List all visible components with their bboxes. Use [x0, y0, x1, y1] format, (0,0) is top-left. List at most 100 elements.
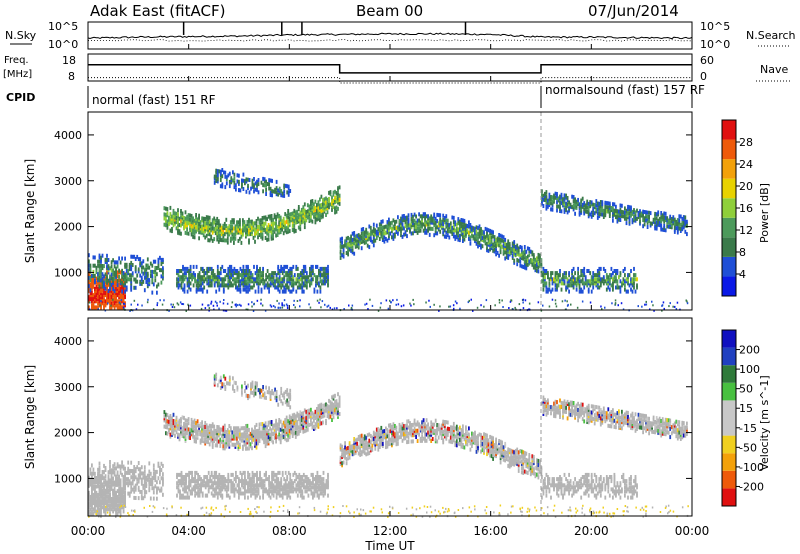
- scatter-cell: [596, 273, 599, 278]
- scatter-cell: [268, 275, 270, 280]
- scatter-cell: [106, 297, 108, 302]
- scatter-cell: [270, 234, 273, 239]
- scatter-cell: [180, 285, 183, 290]
- noise-speckle: [429, 305, 431, 308]
- scatter-cell: [303, 214, 306, 219]
- scatter-cell: [242, 269, 245, 273]
- scatter-cell: [324, 271, 326, 276]
- scatter-cell: [265, 192, 267, 196]
- scatter-cell: [287, 229, 290, 234]
- scatter-cell: [397, 227, 399, 232]
- scatter-cell: [287, 215, 290, 220]
- scatter-cell: [325, 266, 328, 271]
- scatter-cell: [419, 228, 422, 233]
- scatter-cell: [243, 434, 246, 439]
- scatter-cell: [643, 218, 646, 223]
- scatter-cell: [175, 422, 178, 426]
- scatter-cell: [380, 219, 383, 224]
- scatter-cell: [261, 216, 264, 220]
- scatter-cell: [196, 223, 199, 228]
- noise-speckle: [247, 303, 250, 306]
- scatter-cell: [294, 430, 297, 435]
- scatter-cell: [539, 259, 541, 264]
- noise-speckle: [669, 302, 671, 305]
- scatter-cell: [219, 439, 222, 444]
- scatter-cell: [463, 229, 466, 234]
- scatter-cell: [211, 238, 214, 243]
- scatter-cell: [157, 461, 160, 466]
- scatter-cell: [255, 437, 258, 442]
- scatter-cell: [634, 210, 637, 215]
- scatter-cell: [678, 226, 681, 231]
- scatter-cell: [169, 422, 172, 427]
- scatter-cell: [624, 287, 626, 292]
- scatter-cell: [646, 210, 649, 215]
- scatter-cell: [511, 253, 514, 258]
- scatter-cell: [612, 208, 614, 213]
- scatter-cell: [228, 226, 231, 231]
- scatter-cell: [263, 432, 265, 436]
- scatter-cell: [581, 289, 584, 294]
- scatter-cell: [115, 274, 117, 279]
- scatter-cell: [316, 289, 319, 294]
- scatter-cell: [104, 509, 107, 514]
- scatter-cell: [169, 418, 172, 423]
- noise-speckle: [428, 299, 430, 302]
- scatter-cell: [657, 212, 660, 217]
- scatter-cell: [273, 227, 276, 232]
- scatter-cell: [112, 505, 114, 510]
- scatter-cell: [525, 264, 528, 269]
- beam-title: Beam 00: [356, 2, 423, 20]
- scatter-cell: [369, 225, 372, 230]
- scatter-cell: [313, 210, 315, 215]
- scatter-cell: [436, 219, 439, 224]
- scatter-cell: [556, 208, 558, 213]
- scatter-cell: [112, 268, 114, 273]
- scatter-cell: [250, 186, 252, 191]
- scatter-cell: [572, 266, 575, 271]
- scatter-cell: [451, 227, 454, 232]
- scatter-cell: [325, 275, 328, 280]
- scatter-cell: [672, 219, 675, 224]
- scatter-cell: [338, 185, 341, 190]
- scatter-cell: [550, 289, 552, 294]
- scatter-cell: [201, 428, 203, 433]
- scatter-cell: [523, 253, 526, 258]
- scatter-cell: [165, 206, 167, 211]
- scatter-cell: [201, 269, 204, 273]
- scatter-cell: [238, 287, 240, 292]
- scatter-cell: [245, 281, 248, 286]
- scatter-cell: [413, 229, 416, 234]
- scatter-cell: [244, 271, 246, 276]
- scatter-cell: [385, 224, 387, 229]
- scatter-cell: [437, 213, 440, 218]
- noise-speckle: [237, 304, 239, 307]
- scatter-cell: [592, 202, 595, 207]
- scatter-cell: [112, 293, 114, 298]
- scatter-cell: [271, 193, 273, 198]
- scatter-cell: [325, 279, 328, 284]
- scatter-cell: [541, 279, 543, 284]
- scatter-cell: [177, 273, 180, 278]
- scatter-cell: [245, 264, 248, 269]
- scatter-cell: [122, 464, 125, 469]
- scatter-cell: [251, 219, 253, 224]
- scatter-cell: [368, 232, 371, 237]
- scatter-cell: [496, 236, 499, 241]
- scatter-cell: [675, 226, 678, 231]
- scatter-cell: [587, 201, 590, 206]
- scatter-cell: [94, 486, 96, 491]
- scatter-cell: [642, 209, 644, 214]
- scatter-cell: [328, 199, 330, 204]
- scatter-cell: [232, 170, 234, 175]
- scatter-cell: [207, 440, 210, 445]
- noise-speckle: [107, 302, 109, 305]
- scatter-cell: [286, 271, 289, 276]
- scatter-cell: [278, 277, 281, 282]
- scatter-cell: [270, 216, 273, 221]
- scatter-cell: [676, 218, 679, 223]
- scatter-cell: [487, 228, 490, 233]
- scatter-cell: [551, 201, 554, 206]
- scatter-cell: [307, 275, 310, 280]
- scatter-cell: [627, 275, 629, 280]
